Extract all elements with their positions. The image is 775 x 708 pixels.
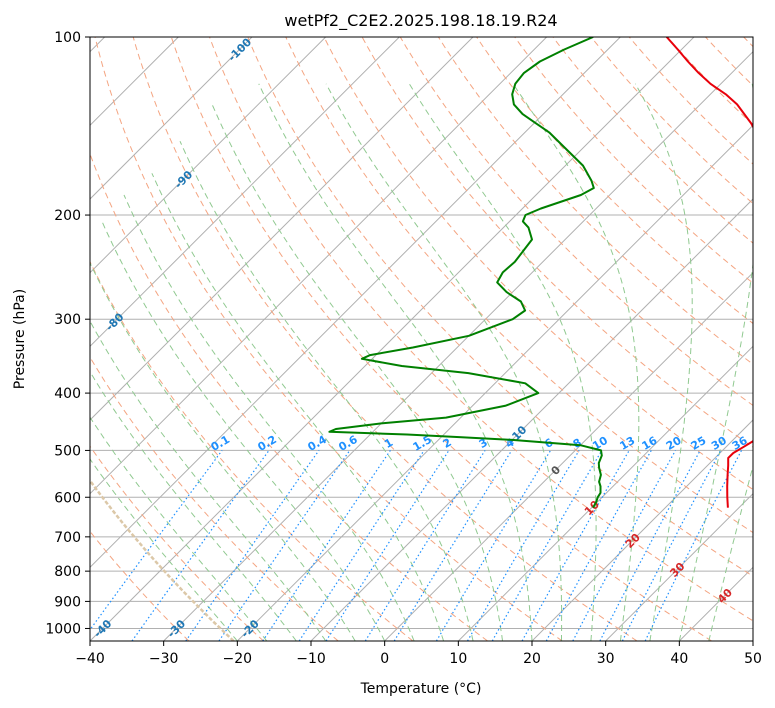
isotherm-line (90, 37, 695, 641)
dry-adiabat (90, 260, 414, 641)
moist-adiabat (325, 83, 563, 641)
mixing-ratio-line (298, 450, 425, 641)
x-tick-label: −20 (223, 651, 253, 667)
moist-adiabat (708, 464, 753, 641)
boundary-adiabat (90, 478, 235, 641)
mixing-ratio-line (572, 450, 677, 641)
isotherm-line (163, 50, 753, 641)
plot-layers: -100-90-80-70-60-50-40-30-20-10010203040… (18, 37, 753, 641)
dry-adiabats (90, 37, 753, 641)
x-axis-title: Temperature (°C) (360, 681, 482, 697)
plot-frame (89, 36, 754, 642)
y-tick-label: 900 (54, 594, 81, 610)
plot-area (90, 37, 753, 641)
mixing-ratio-line (185, 450, 320, 641)
moist-adiabat (211, 104, 503, 641)
x-tick-label: −40 (75, 651, 105, 667)
dry-adiabat (399, 37, 753, 407)
y-tick-label: 300 (54, 312, 81, 328)
profile-lines (328, 37, 753, 509)
dry-adiabat (590, 37, 753, 205)
x-tick-label: 0 (380, 651, 389, 667)
isotherm-line (605, 492, 753, 641)
x-tick-label: −30 (149, 651, 179, 667)
isotherm-line (90, 37, 621, 569)
isotherm-line (90, 37, 327, 274)
isotherm-line (90, 37, 400, 348)
isotherm-label: -50 (18, 617, 41, 640)
mixing-ratio-line (545, 450, 652, 641)
y-tick-label: 200 (54, 208, 81, 224)
moist-adiabat (90, 320, 327, 641)
x-axis-ticks: −40 −30 −20 −10 0 10 20 30 40 50 (75, 641, 762, 667)
temperature-profile-line (665, 37, 753, 508)
skewed-isotherm-grid (90, 37, 753, 641)
x-tick-label: 10 (449, 651, 467, 667)
moist-adiabat (90, 261, 356, 641)
dry-adiabat (514, 37, 753, 284)
mixing-ratio-line (644, 450, 743, 641)
y-tick-label: 1000 (45, 621, 81, 637)
isotherm-line (384, 271, 753, 641)
x-tick-label: −10 (296, 651, 326, 667)
moist-adiabat (634, 83, 693, 641)
moist-adiabat (678, 83, 753, 641)
isotherm-line (90, 37, 548, 495)
moist-adiabat (151, 173, 445, 641)
dry-adiabat (361, 37, 753, 448)
moist-adiabat (512, 83, 640, 641)
pressure-grid (90, 37, 753, 629)
moist-adiabat (123, 194, 415, 641)
moist-adiabat (101, 221, 386, 641)
mixing-ratio-line (393, 450, 513, 641)
isotherm-line (90, 37, 253, 200)
dry-adiabat (170, 37, 712, 641)
moist-adiabat (90, 416, 268, 641)
y-tick-label: 500 (54, 443, 81, 459)
dry-adiabat (90, 445, 264, 641)
isotherm-line (236, 124, 753, 641)
dewpoint-profile-line (328, 37, 603, 509)
moist-adiabat (179, 140, 474, 641)
mixing-ratio-lines (90, 450, 743, 641)
dry-adiabat (94, 37, 563, 641)
isotherm-line (531, 419, 753, 641)
moist-adiabat (90, 458, 238, 641)
y-tick-label: 800 (54, 564, 81, 580)
y-axis-title: Pressure (hPa) (12, 289, 28, 389)
mixing-ratio-line (521, 450, 630, 641)
isotherm-line (457, 345, 753, 641)
x-tick-label: 20 (523, 651, 541, 667)
y-tick-label: 100 (54, 30, 81, 46)
mixing-ratio-line (262, 450, 391, 641)
x-tick-label: 50 (744, 651, 762, 667)
dry-adiabat (132, 37, 638, 641)
dry-adiabat (247, 37, 753, 577)
isotherm-line (90, 37, 474, 421)
moist-adiabat (258, 83, 533, 641)
isotherm-line (752, 640, 753, 641)
mixing-ratio-line (90, 450, 223, 631)
dry-adiabat (209, 37, 753, 622)
moist-adiabat (408, 83, 597, 641)
moist-adiabat (90, 370, 297, 641)
x-tick-label: 30 (597, 651, 615, 667)
mixing-ratio-line (621, 450, 722, 641)
y-axis-ticks: 100 200 300 400 500 600 700 800 900 1000 (45, 30, 90, 637)
x-tick-label: 40 (670, 651, 688, 667)
mixing-ratio-line (131, 450, 270, 641)
chart-title: wetPf2_C2E2.2025.198.18.19.R24 (284, 11, 557, 31)
y-tick-label: 600 (54, 490, 81, 506)
mixing-ratio-line (218, 450, 351, 641)
dry-adiabat (323, 37, 753, 491)
dry-adiabat (628, 37, 753, 165)
boundary-adiabat-line (90, 478, 235, 641)
y-tick-label: 400 (54, 386, 81, 402)
y-tick-label: 700 (54, 530, 81, 546)
mixing-ratio-line (325, 450, 450, 641)
moist-adiabats (90, 83, 753, 641)
